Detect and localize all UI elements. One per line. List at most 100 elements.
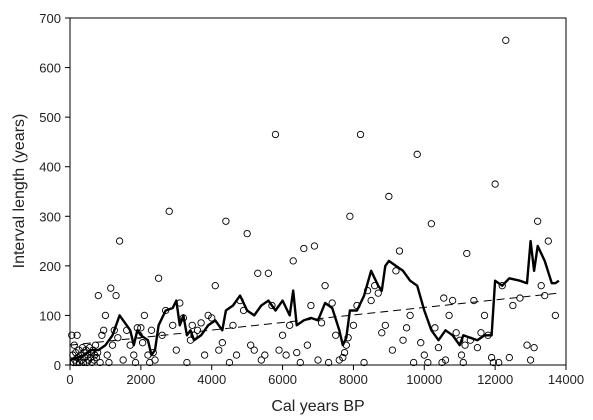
data-point xyxy=(534,217,542,225)
data-point xyxy=(137,324,145,332)
data-point xyxy=(275,346,283,354)
data-point xyxy=(172,346,180,354)
data-point xyxy=(413,150,421,158)
data-point xyxy=(339,353,347,362)
x-tick-label: 0 xyxy=(66,372,73,387)
y-tick-label: 0 xyxy=(54,358,61,373)
data-point xyxy=(197,319,205,327)
data-point xyxy=(218,339,226,347)
data-point xyxy=(381,321,389,329)
data-point xyxy=(286,321,294,329)
data-point xyxy=(278,331,287,339)
data-point xyxy=(73,331,81,339)
data-point xyxy=(491,180,499,188)
data-point xyxy=(344,334,352,342)
data-point xyxy=(317,319,326,327)
x-tick-label: 6000 xyxy=(268,372,297,387)
data-point xyxy=(130,351,138,359)
y-tick-label: 100 xyxy=(39,308,61,323)
data-point xyxy=(314,356,322,364)
y-axis-label: Interval length (years) xyxy=(11,114,28,269)
data-point xyxy=(100,326,108,334)
data-point xyxy=(498,282,506,290)
data-point xyxy=(445,311,453,320)
data-point xyxy=(388,346,397,354)
data-point xyxy=(225,358,234,367)
x-tick-label: 10000 xyxy=(406,372,442,387)
data-point xyxy=(90,356,98,364)
x-axis-label: Cal years BP xyxy=(271,398,364,415)
data-point xyxy=(473,343,482,352)
data-point xyxy=(114,334,122,342)
data-point xyxy=(541,291,549,300)
data-point xyxy=(112,291,120,300)
data-point xyxy=(75,358,84,367)
data-point xyxy=(516,294,524,302)
y-tick-label: 200 xyxy=(39,259,61,274)
data-point xyxy=(427,220,436,228)
data-point xyxy=(211,282,219,290)
data-point xyxy=(165,207,173,215)
data-point xyxy=(544,237,552,245)
data-point xyxy=(395,247,404,255)
data-point xyxy=(402,324,411,332)
data-point xyxy=(296,358,304,367)
data-point xyxy=(92,353,101,362)
data-point xyxy=(140,311,149,320)
data-point xyxy=(360,358,368,367)
data-point xyxy=(169,321,177,329)
data-point xyxy=(346,212,354,220)
data-point xyxy=(108,341,117,349)
data-point xyxy=(470,296,478,305)
data-point xyxy=(424,358,432,367)
data-point xyxy=(188,321,196,329)
data-point xyxy=(434,343,443,352)
trend-line xyxy=(69,292,559,346)
data-point xyxy=(530,343,538,352)
data-point xyxy=(374,289,382,297)
data-point xyxy=(457,351,466,359)
data-point xyxy=(147,326,156,334)
data-point xyxy=(324,358,333,367)
data-point xyxy=(477,329,485,337)
x-tick-label: 8000 xyxy=(339,372,368,387)
data-point xyxy=(509,301,517,310)
data-point xyxy=(119,356,127,364)
data-point xyxy=(399,336,407,344)
data-point xyxy=(88,358,96,367)
data-point xyxy=(420,351,428,359)
data-point xyxy=(385,192,393,201)
data-point xyxy=(96,358,104,367)
data-point xyxy=(131,358,140,367)
data-point xyxy=(328,299,336,307)
data-point xyxy=(193,326,202,334)
data-point xyxy=(68,331,76,339)
x-axis-ticks: 0 2000 4000 6000 8000 10000 12000 14000 xyxy=(66,365,584,387)
x-tick-label: 4000 xyxy=(197,372,226,387)
data-point xyxy=(392,267,400,275)
data-point xyxy=(232,351,241,359)
data-point xyxy=(487,353,496,362)
data-point xyxy=(183,358,191,367)
data-point xyxy=(282,351,290,359)
data-point xyxy=(441,356,450,364)
data-point xyxy=(261,351,269,359)
data-point xyxy=(340,348,349,357)
data-point xyxy=(151,356,159,364)
data-point xyxy=(215,346,223,354)
data-point xyxy=(463,249,471,258)
data-point xyxy=(440,294,448,302)
data-point xyxy=(537,282,545,290)
data-point xyxy=(105,358,113,367)
x-tick-label: 2000 xyxy=(126,372,155,387)
data-point xyxy=(107,284,115,292)
y-tick-label: 400 xyxy=(39,160,61,175)
data-point xyxy=(94,291,102,300)
data-point xyxy=(257,356,265,364)
data-point xyxy=(200,351,209,359)
y-tick-label: 700 xyxy=(39,11,61,26)
data-point xyxy=(91,341,100,349)
data-point xyxy=(271,130,280,139)
data-point xyxy=(459,358,467,367)
